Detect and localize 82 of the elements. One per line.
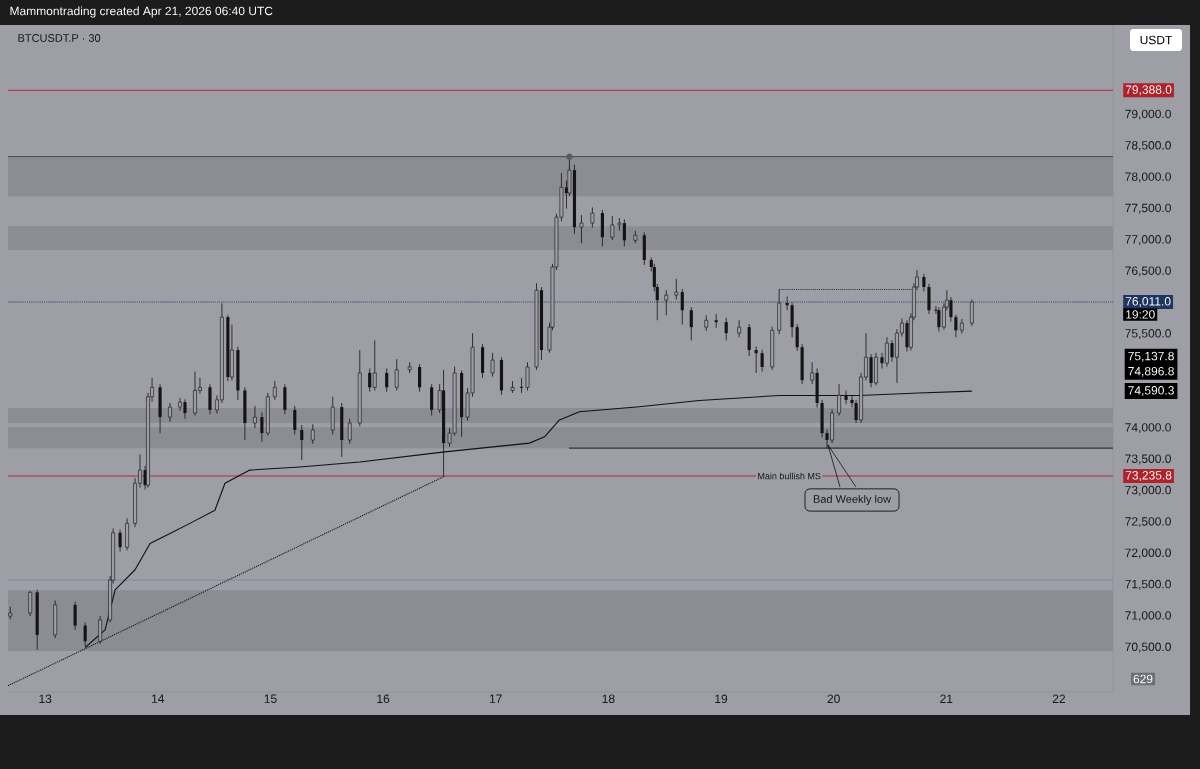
y-tick-label: 72,000.0 <box>1125 548 1171 559</box>
candlestick <box>300 424 304 461</box>
y-tick-label: 78,000.0 <box>1125 172 1171 183</box>
candlestick <box>747 323 751 357</box>
y-tick-label: 75,137.8 <box>1128 351 1174 362</box>
y-tick-label: 74,896.8 <box>1128 366 1174 377</box>
candlestick <box>795 323 799 352</box>
candlestick <box>610 215 615 241</box>
candlestick <box>372 339 377 391</box>
candlestick <box>385 368 389 393</box>
candlestick <box>937 306 941 332</box>
y-tick-label: 76,500.0 <box>1125 266 1171 277</box>
text: USDT <box>1140 35 1173 45</box>
y-tick-label: 73,000.0 <box>1125 485 1171 496</box>
x-tick-label: 14 <box>152 694 165 703</box>
x-tick-label: 19 <box>715 694 728 704</box>
y-tick-label: 77,000.0 <box>1125 235 1171 245</box>
candlestick <box>73 601 77 631</box>
candlestick <box>430 383 434 416</box>
candlestick <box>118 529 122 552</box>
y-tick-label: 70,500.0 <box>1125 642 1171 653</box>
candlestick <box>525 361 530 391</box>
candlestick <box>954 314 958 338</box>
candlestick <box>970 299 974 327</box>
y-tick-label: 78,500.0 <box>1125 141 1171 151</box>
candlestick <box>680 288 684 326</box>
candlestick <box>368 368 372 393</box>
y-tick-label: 79,000.0 <box>1125 109 1171 120</box>
y-tick-label: 71,500.0 <box>1125 579 1171 590</box>
candlestick <box>927 283 931 315</box>
x-tick-label: 20 <box>827 694 840 704</box>
text: 629 <box>1133 674 1153 684</box>
x-tick-label: 13 <box>39 694 52 704</box>
candlestick <box>125 517 129 551</box>
x-tick-label: 18 <box>602 694 615 704</box>
candlestick <box>760 349 764 373</box>
x-tick-label: 17 <box>489 694 502 703</box>
y-tick-label: 75,500.0 <box>1125 329 1171 340</box>
candlestick <box>28 590 33 617</box>
ref-line-label: 76,011.0 <box>1125 297 1171 307</box>
y-tick-label: 74,000.0 <box>1125 423 1171 434</box>
y-tick-label: 74,590.3 <box>1128 386 1174 397</box>
annotation: Main bullish MS <box>758 472 821 480</box>
candlestick <box>754 346 758 374</box>
y-tick-label: 72,500.0 <box>1125 517 1171 528</box>
candlestick <box>664 289 669 316</box>
x-tick-label: 21 <box>940 694 953 703</box>
candlestick <box>310 423 315 445</box>
candlestick <box>208 383 212 415</box>
candlestick <box>98 615 103 645</box>
x-tick-label: 15 <box>264 694 277 703</box>
candlestick <box>253 405 257 429</box>
candlestick <box>922 273 926 292</box>
text: 19:20 <box>1126 310 1155 319</box>
candlestick <box>724 317 728 341</box>
candlestick <box>490 352 495 378</box>
candlestick <box>674 278 679 300</box>
ref-line-label: 79,388.0 <box>1125 85 1172 96</box>
candlestick <box>293 405 297 435</box>
candlestick <box>347 418 352 445</box>
annotation: Bad Weekly low <box>813 494 892 506</box>
text: Mammontrading created Apr 21, 2026 06:40 UTC <box>10 6 273 18</box>
text: BTCUSDT.P · 30 <box>18 34 101 42</box>
candlestick <box>260 412 264 443</box>
candlestick <box>168 402 172 423</box>
y-tick-label: 77,500.0 <box>1125 203 1171 214</box>
candlestick <box>579 214 584 244</box>
candlestick <box>283 383 287 415</box>
candlestick <box>810 361 815 385</box>
x-tick-label: 22 <box>1052 694 1066 703</box>
candlestick <box>394 358 399 391</box>
candlestick <box>330 396 335 435</box>
ref-line-label: 73,235.8 <box>1125 471 1172 481</box>
candlestick <box>590 207 595 228</box>
candlestick <box>689 306 693 341</box>
candlestick <box>714 313 718 329</box>
x-tick-label: 16 <box>377 694 390 704</box>
y-tick-label: 73,500.0 <box>1125 454 1171 465</box>
y-tick-label: 71,000.0 <box>1125 611 1171 622</box>
candlestick <box>790 302 794 338</box>
candlestick <box>418 363 422 393</box>
candlestick <box>272 380 277 401</box>
